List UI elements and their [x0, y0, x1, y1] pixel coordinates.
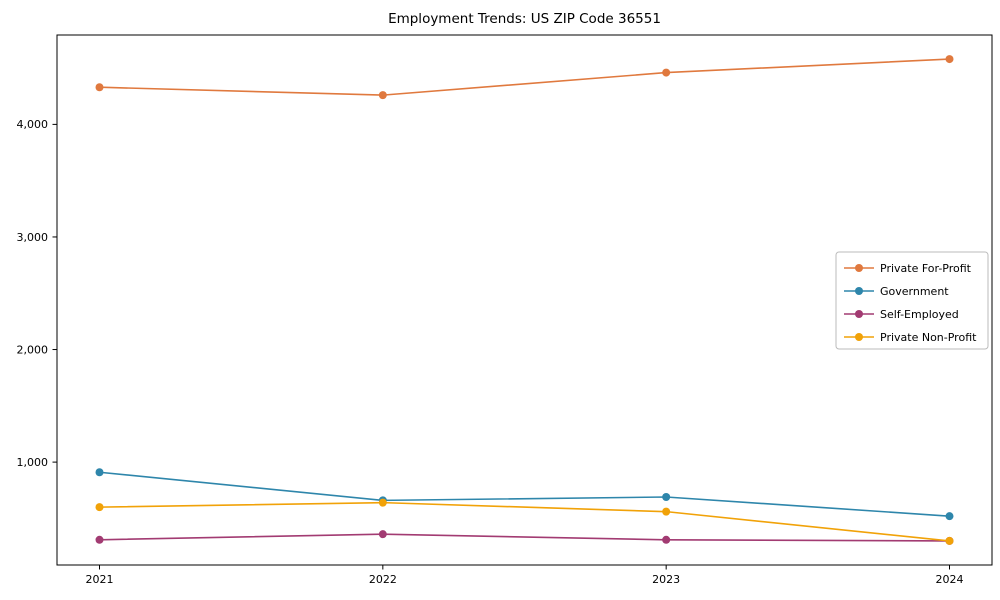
legend-box [835, 251, 989, 350]
series-marker-private-non-profit [378, 498, 387, 507]
legend-label-government: Government [880, 285, 949, 298]
series-marker-private-for-profit [662, 68, 671, 77]
series-marker-private-non-profit [95, 503, 104, 512]
series-marker-private-non-profit [945, 536, 954, 545]
plot-border [56, 34, 993, 566]
series-marker-private-for-profit [95, 83, 104, 92]
series-line-government [99, 471, 950, 517]
legend-label-private-non-profit: Private Non-Profit [880, 331, 977, 344]
series-marker-private-for-profit [945, 55, 954, 64]
series-line-self-employed [99, 533, 950, 542]
x-tick-label: 2023 [652, 573, 680, 586]
series-marker-government [95, 468, 104, 477]
series-marker-self-employed [95, 535, 104, 544]
series-marker-private-for-profit [378, 91, 387, 100]
chart-title: Employment Trends: US ZIP Code 36551 [388, 11, 661, 27]
series-line-private-non-profit [99, 501, 950, 542]
legend-marker-self-employed [855, 310, 863, 318]
legend-label-self-employed: Self-Employed [880, 308, 959, 321]
x-tick-label: 2021 [86, 573, 114, 586]
series-marker-self-employed [378, 530, 387, 539]
series-marker-private-non-profit [662, 507, 671, 516]
y-tick-label: 4,000 [17, 118, 49, 131]
series-marker-self-employed [662, 535, 671, 544]
x-tick-label: 2024 [936, 573, 964, 586]
legend-label-private-for-profit: Private For-Profit [880, 262, 972, 275]
x-tick-label: 2022 [369, 573, 397, 586]
y-tick-label: 3,000 [17, 231, 49, 244]
series-line-private-for-profit [99, 58, 950, 96]
legend-marker-government [855, 287, 863, 295]
legend-marker-private-for-profit [855, 264, 863, 272]
legend-marker-private-non-profit [855, 333, 863, 341]
series-marker-government [662, 493, 671, 502]
y-tick-label: 1,000 [17, 456, 49, 469]
series-marker-government [945, 512, 954, 521]
y-tick-label: 2,000 [17, 343, 49, 356]
